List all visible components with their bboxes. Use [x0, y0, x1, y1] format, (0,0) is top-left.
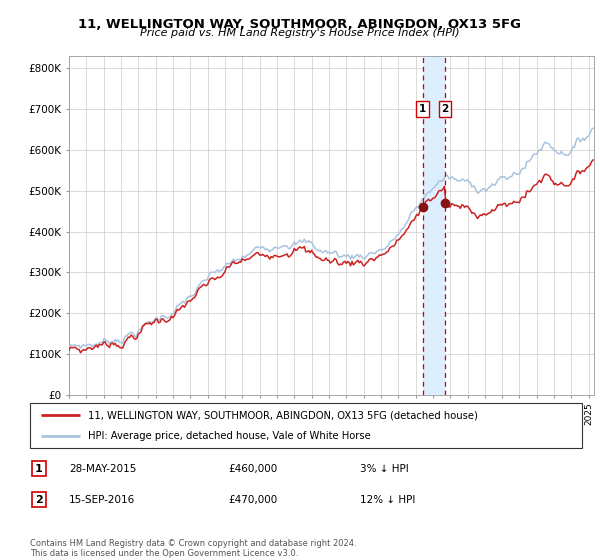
- Text: 3% ↓ HPI: 3% ↓ HPI: [360, 464, 409, 474]
- Text: £470,000: £470,000: [228, 494, 277, 505]
- Text: HPI: Average price, detached house, Vale of White Horse: HPI: Average price, detached house, Vale…: [88, 431, 371, 441]
- Text: 15-SEP-2016: 15-SEP-2016: [69, 494, 135, 505]
- Bar: [422, 56, 445, 395]
- Text: 11, WELLINGTON WAY, SOUTHMOOR, ABINGDON, OX13 5FG (detached house): 11, WELLINGTON WAY, SOUTHMOOR, ABINGDON,…: [88, 410, 478, 421]
- Text: Contains HM Land Registry data © Crown copyright and database right 2024.
This d: Contains HM Land Registry data © Crown c…: [30, 539, 356, 558]
- Text: 2: 2: [35, 494, 43, 505]
- Text: £460,000: £460,000: [228, 464, 277, 474]
- Text: 1: 1: [419, 104, 426, 114]
- Text: 11, WELLINGTON WAY, SOUTHMOOR, ABINGDON, OX13 5FG: 11, WELLINGTON WAY, SOUTHMOOR, ABINGDON,…: [79, 18, 521, 31]
- Text: Price paid vs. HM Land Registry's House Price Index (HPI): Price paid vs. HM Land Registry's House …: [140, 28, 460, 38]
- FancyBboxPatch shape: [30, 403, 582, 448]
- Text: 1: 1: [35, 464, 43, 474]
- Text: 2: 2: [442, 104, 449, 114]
- Text: 12% ↓ HPI: 12% ↓ HPI: [360, 494, 415, 505]
- Text: 28-MAY-2015: 28-MAY-2015: [69, 464, 136, 474]
